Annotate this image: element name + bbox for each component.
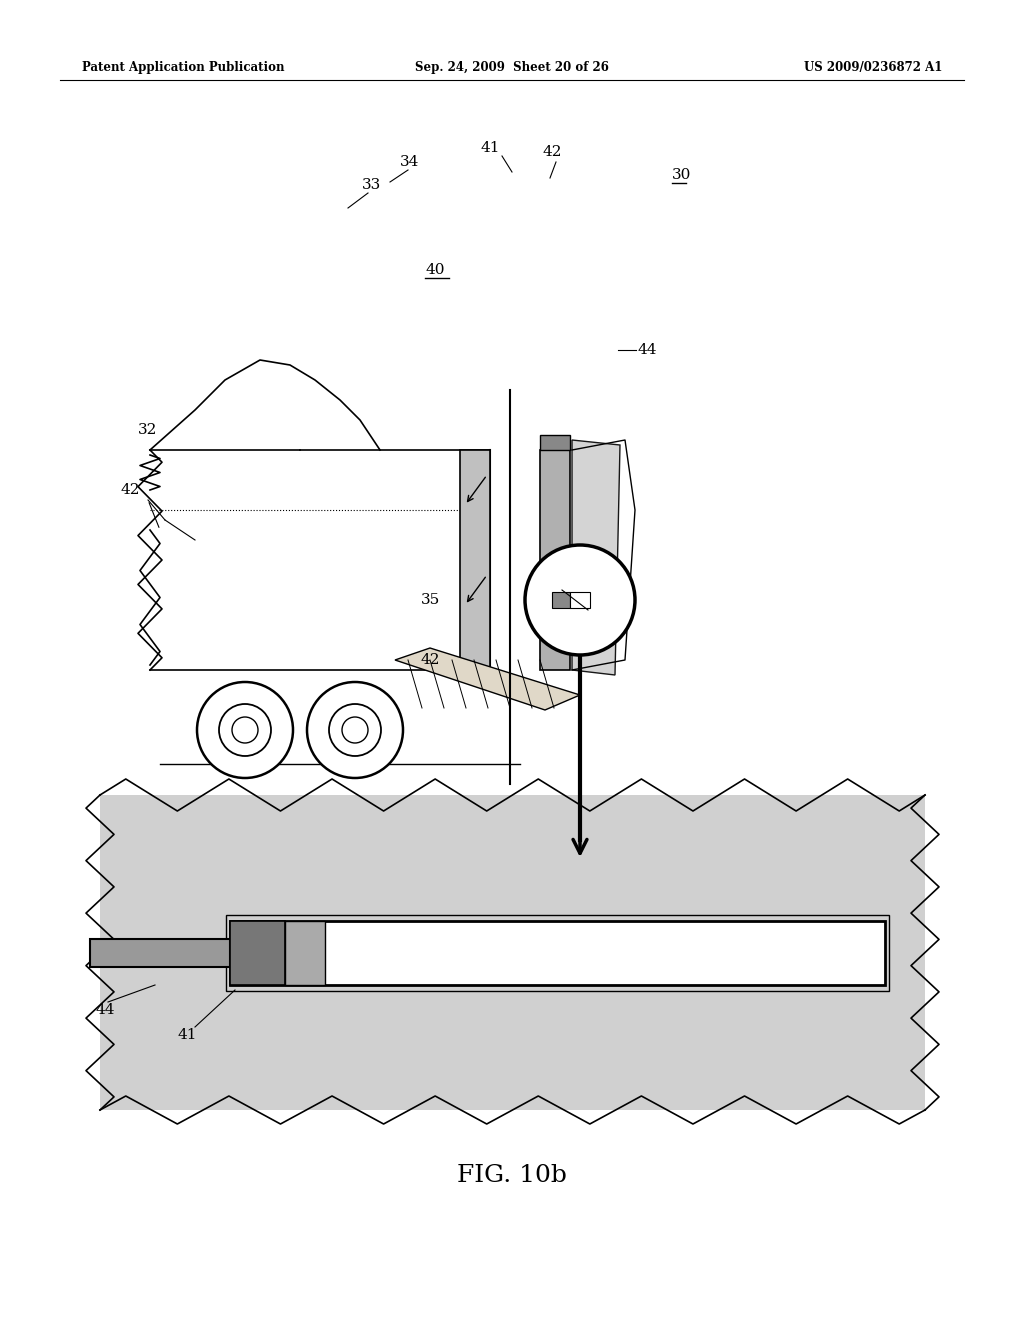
Bar [100, 795, 925, 1110]
Bar [230, 920, 285, 985]
Circle shape [525, 545, 635, 655]
Text: 41: 41 [480, 141, 500, 154]
Text: Sep. 24, 2009  Sheet 20 of 26: Sep. 24, 2009 Sheet 20 of 26 [415, 62, 609, 74]
Text: 40: 40 [425, 263, 444, 277]
Circle shape [342, 717, 368, 743]
Text: 34: 34 [400, 154, 420, 169]
Bar [540, 436, 570, 450]
Bar [90, 939, 230, 966]
Polygon shape [395, 648, 580, 710]
Bar [570, 591, 590, 609]
Circle shape [219, 704, 271, 756]
Text: 42: 42 [120, 483, 139, 498]
Text: 42: 42 [420, 653, 439, 667]
Text: 32: 32 [138, 422, 158, 437]
Bar [226, 915, 889, 990]
Text: US 2009/0236872 A1: US 2009/0236872 A1 [804, 62, 942, 74]
Polygon shape [460, 450, 490, 671]
Text: 44: 44 [95, 1003, 115, 1016]
Circle shape [232, 717, 258, 743]
Text: 30: 30 [672, 168, 691, 182]
Bar [285, 920, 325, 985]
Bar [230, 920, 885, 985]
Circle shape [197, 682, 293, 777]
Circle shape [329, 704, 381, 756]
Text: Patent Application Publication: Patent Application Publication [82, 62, 285, 74]
Circle shape [307, 682, 403, 777]
Text: 44: 44 [638, 343, 657, 356]
Text: 42: 42 [543, 145, 562, 158]
Bar [540, 450, 570, 671]
Text: 35: 35 [421, 593, 439, 607]
Text: 33: 33 [362, 178, 381, 191]
Text: 41: 41 [178, 1028, 198, 1041]
Polygon shape [572, 440, 620, 675]
Text: FIG. 10b: FIG. 10b [457, 1163, 567, 1187]
Bar [552, 591, 570, 609]
